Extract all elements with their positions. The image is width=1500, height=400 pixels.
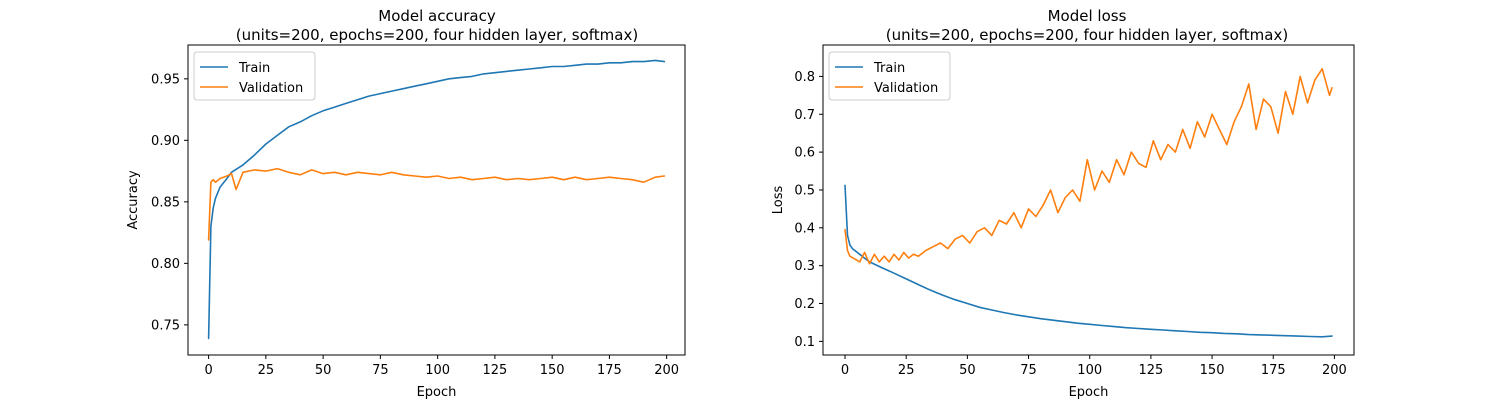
accuracy-x-tick-label: 150 xyxy=(540,363,565,378)
accuracy-legend: Train Validation xyxy=(193,51,316,101)
loss-title-line1: Model loss xyxy=(1048,7,1127,25)
loss-y-tick-label: 0.5 xyxy=(794,183,815,198)
accuracy-x-tick-label: 75 xyxy=(372,363,389,378)
loss-x-tick-label: 175 xyxy=(1261,363,1286,378)
loss-y-tick-label: 0.4 xyxy=(794,221,815,236)
loss-train-line xyxy=(844,184,1333,338)
loss-y-tick-label: 0.6 xyxy=(794,146,815,161)
loss-chart: Model loss (units=200, epochs=200, four … xyxy=(771,7,1355,400)
accuracy-y-tick-label: 0.95 xyxy=(151,72,180,87)
loss-x-tick-label: 50 xyxy=(959,363,976,378)
accuracy-x-tick-label: 50 xyxy=(315,363,332,378)
accuracy-title-line2: (units=200, epochs=200, four hidden laye… xyxy=(236,26,638,44)
loss-x-tick-label: 75 xyxy=(1020,363,1037,378)
accuracy-legend-train-label: Train xyxy=(238,61,270,76)
loss-legend-validation-label: Validation xyxy=(874,81,938,96)
loss-x-tick-label: 150 xyxy=(1200,363,1225,378)
loss-x-tick-label: 0 xyxy=(841,363,849,378)
accuracy-y-tick-label: 0.85 xyxy=(151,195,180,210)
accuracy-plot-frame xyxy=(187,44,686,356)
loss-legend-train-label: Train xyxy=(873,61,905,76)
loss-y-tick-label: 0.7 xyxy=(794,108,815,123)
accuracy-x-tick-label: 175 xyxy=(597,363,622,378)
accuracy-x-tick-label: 25 xyxy=(258,363,275,378)
loss-y-tick-label: 0.3 xyxy=(794,259,815,274)
loss-x-tick-label: 125 xyxy=(1138,363,1163,378)
loss-title-line2: (units=200, epochs=200, four hidden laye… xyxy=(886,26,1288,44)
loss-y-tick-label: 0.2 xyxy=(794,297,815,312)
accuracy-y-tick-label: 0.75 xyxy=(151,318,180,333)
accuracy-series-layer xyxy=(207,59,666,340)
loss-y-tick-label: 0.8 xyxy=(794,70,815,85)
accuracy-x-tick-label: 100 xyxy=(425,363,450,378)
accuracy-train-line xyxy=(207,59,666,340)
accuracy-legend-box xyxy=(193,51,316,101)
accuracy-y-tick-label: 0.80 xyxy=(151,257,180,272)
accuracy-x-tick-label: 200 xyxy=(654,363,679,378)
loss-legend: Train Validation xyxy=(828,51,951,101)
loss-ticks-layer: 0 25 50 75 100 125 150 175 200 0.1 0.2 0.3 0.4 0.5 0.6… xyxy=(794,70,1347,378)
loss-y-tick-label: 0.1 xyxy=(794,335,815,350)
loss-plot-frame xyxy=(822,44,1355,356)
loss-y-axis-label: Loss xyxy=(771,186,786,215)
accuracy-legend-validation-label: Validation xyxy=(239,81,303,96)
accuracy-x-tick-label: 0 xyxy=(204,363,212,378)
accuracy-x-axis-label: Epoch xyxy=(417,385,457,400)
loss-series-layer xyxy=(844,68,1333,338)
loss-legend-box xyxy=(828,51,951,101)
loss-x-tick-label: 100 xyxy=(1077,363,1102,378)
accuracy-ticks-layer: 0 25 50 75 100 125 150 175 200 0.75 0.80 0.85 0.90 0.… xyxy=(151,72,679,378)
accuracy-chart: Model accuracy (units=200, epochs=200, f… xyxy=(126,7,686,400)
loss-validation-line xyxy=(844,68,1333,265)
accuracy-validation-line xyxy=(207,167,666,241)
loss-x-axis-label: Epoch xyxy=(1069,385,1109,400)
accuracy-title-line1: Model accuracy xyxy=(378,7,496,25)
loss-x-tick-label: 200 xyxy=(1322,363,1347,378)
accuracy-y-axis-label: Accuracy xyxy=(126,170,141,230)
loss-x-tick-label: 25 xyxy=(898,363,915,378)
accuracy-y-tick-label: 0.90 xyxy=(151,134,180,149)
accuracy-x-tick-label: 125 xyxy=(482,363,507,378)
